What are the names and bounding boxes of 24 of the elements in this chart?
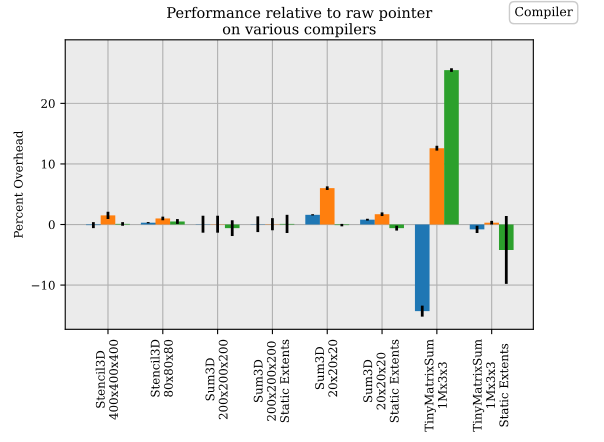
x-tick-label: Stencil3D 400x400x400	[96, 340, 118, 420]
y-tick-label: 0	[48, 220, 55, 230]
bar	[414, 224, 430, 312]
y-tick-label: 10	[42, 160, 55, 169]
x-tick-label: Sum3D 200x200x200	[205, 340, 228, 420]
y-tick-label: −10	[32, 280, 55, 290]
bar	[360, 220, 375, 225]
bar	[320, 188, 335, 225]
legend-title: Compiler	[515, 6, 573, 19]
bar	[430, 148, 444, 225]
chart-title: Performance relative to raw pointer on various compilers	[167, 6, 432, 38]
bar	[155, 218, 170, 225]
bar	[100, 215, 116, 225]
x-tick-label: TinyMatrixSum 1Mx3x3	[424, 339, 447, 432]
x-tick-label: TinyMatrixSum 1Mx3x3 Static Extents	[472, 339, 508, 432]
x-tick-label: Sum3D 200x200x200 Static Extents	[254, 340, 290, 422]
x-tick-label: Stencil3D 80x80x80	[150, 340, 173, 397]
bar	[444, 70, 459, 225]
bar	[305, 214, 320, 225]
y-axis-title: Percent Overhead	[14, 130, 23, 238]
x-tick-label: Sum3D 20x20x20 Static Extents	[363, 340, 399, 422]
x-tick-label: Sum3D 20x20x20	[315, 340, 338, 397]
y-tick-label: 20	[41, 99, 55, 108]
bar	[374, 214, 390, 225]
